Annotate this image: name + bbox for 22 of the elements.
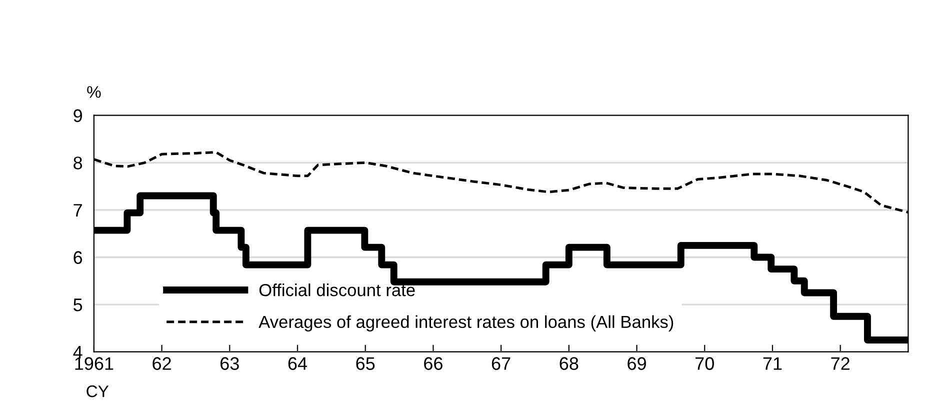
- y-axis-title: %: [87, 86, 101, 98]
- x-tick-label: 64: [288, 357, 308, 370]
- x-axis-title: CY: [86, 385, 109, 398]
- legend-label: Averages of agreed interest rates on loans (All Banks): [258, 315, 674, 332]
- x-tick-label: 67: [492, 357, 510, 370]
- x-tick-label: 72: [831, 357, 850, 370]
- x-tick-label: 63: [220, 357, 239, 370]
- y-tick-label: 5: [74, 298, 82, 312]
- x-tick-label: 69: [628, 357, 646, 370]
- legend-label: Official discount rate: [259, 284, 415, 296]
- x-tick-label: 70: [696, 357, 714, 370]
- x-tick-label: 71: [763, 357, 782, 370]
- x-tick-label: 65: [356, 357, 375, 370]
- x-tick-label: 68: [560, 357, 578, 370]
- x-tick-label: 1961: [75, 357, 114, 370]
- x-tick-label: 66: [424, 357, 442, 370]
- y-tick-label: 4: [73, 346, 82, 358]
- y-tick-label: 6: [74, 251, 82, 264]
- y-tick-label: 7: [74, 204, 82, 216]
- y-tick-label: 8: [74, 156, 82, 170]
- y-tick-label: 9: [74, 109, 82, 122]
- x-tick-label: 62: [152, 357, 171, 370]
